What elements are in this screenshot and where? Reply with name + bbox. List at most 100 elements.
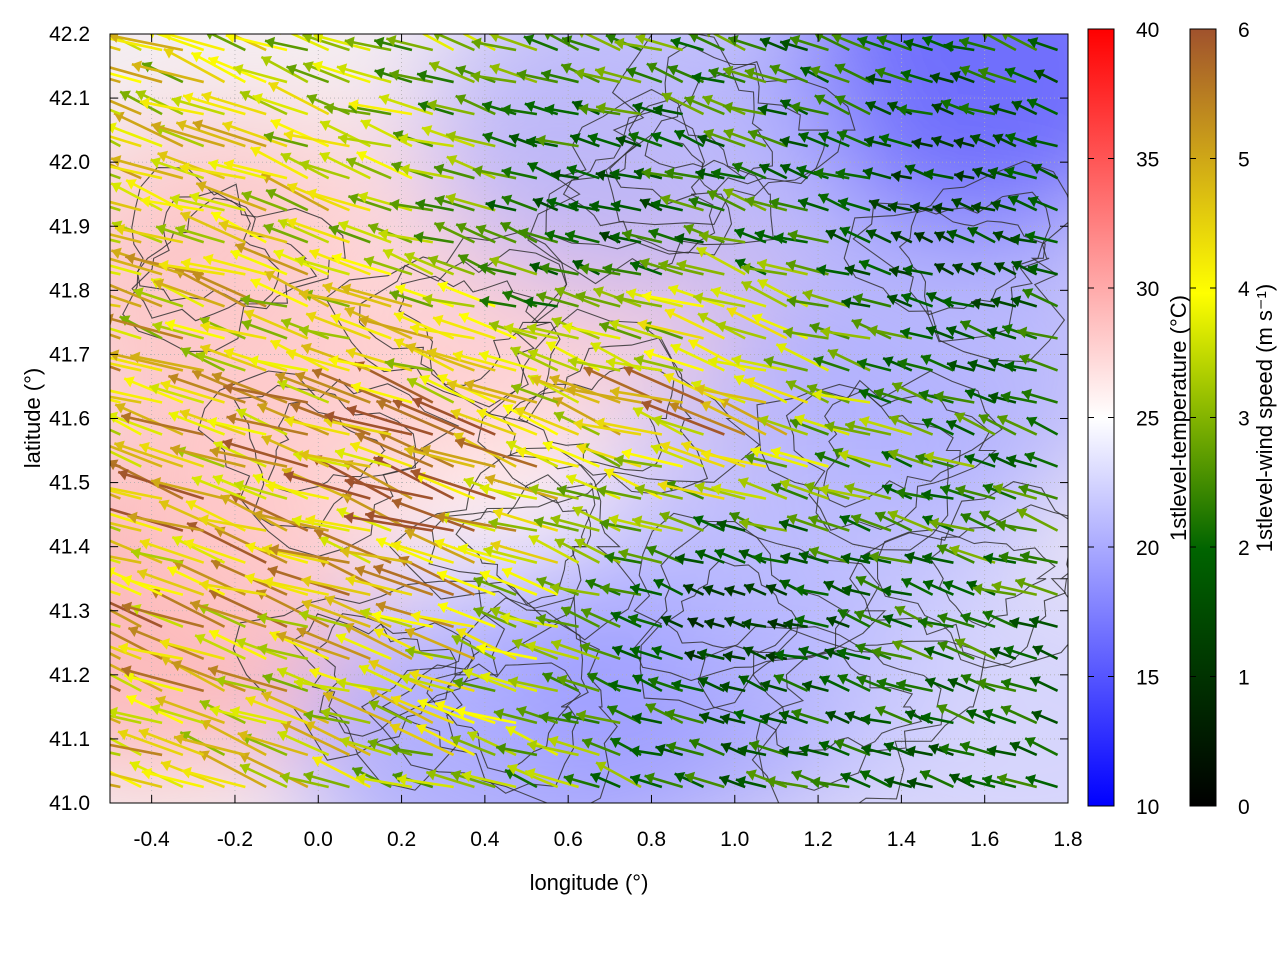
wind-vector-head xyxy=(1025,230,1036,243)
wind-vector xyxy=(234,242,309,276)
wind-vector xyxy=(986,326,1017,340)
wind-vector xyxy=(808,514,850,532)
wind-vector-head xyxy=(502,290,514,302)
wind-vector xyxy=(578,103,621,116)
wind-vector-head xyxy=(84,255,94,267)
wind-vector xyxy=(903,38,933,52)
wind-vector-head xyxy=(581,607,592,619)
wind-vector xyxy=(773,232,808,245)
wind-vector xyxy=(488,320,538,340)
wind-vector-shaft xyxy=(274,372,350,404)
wind-vector xyxy=(664,167,704,180)
wind-vector-shaft xyxy=(308,249,371,276)
wind-vector-shaft xyxy=(367,687,434,725)
wind-vector xyxy=(646,62,684,84)
wind-vector-shaft xyxy=(324,413,413,436)
wind-vector-head xyxy=(724,616,736,628)
wind-vector-head xyxy=(98,351,108,363)
wind-vector xyxy=(160,379,225,404)
wind-vector-head xyxy=(700,400,712,412)
wind-vector-head xyxy=(663,372,675,384)
wind-vector-head xyxy=(286,217,298,229)
wind-vector-head xyxy=(158,259,169,272)
wind-vector xyxy=(979,510,1017,532)
wind-vector-head xyxy=(813,355,824,367)
wind-vector-shaft xyxy=(286,219,350,244)
wind-vector-shaft xyxy=(110,413,163,436)
wind-vector-head xyxy=(924,451,935,464)
wind-vector xyxy=(789,34,829,52)
wind-vector-head xyxy=(124,376,135,388)
wind-vector xyxy=(741,618,767,630)
wind-vector-head xyxy=(894,605,906,617)
wind-vector xyxy=(982,610,1017,628)
y-axis-ticks: 41.041.141.241.341.441.541.641.741.841.9… xyxy=(49,23,1068,815)
wind-vector-head xyxy=(860,713,871,726)
wind-vector-head xyxy=(373,456,385,467)
wind-vector xyxy=(759,36,788,52)
wind-vector xyxy=(499,221,538,244)
wind-vector xyxy=(213,440,267,468)
wind-vector xyxy=(305,311,371,340)
wind-vector xyxy=(688,34,725,52)
wind-vector-head xyxy=(450,735,462,747)
contour-line xyxy=(477,308,761,504)
wind-vector-shaft xyxy=(192,121,267,148)
wind-vector xyxy=(171,95,225,116)
wind-vector-head xyxy=(967,359,978,371)
wind-vector xyxy=(432,314,496,340)
wind-vector-head xyxy=(417,698,429,710)
wind-vector-head xyxy=(763,355,774,368)
wind-vector-shaft xyxy=(110,539,163,564)
contour-line xyxy=(849,481,1068,668)
wind-vector-head xyxy=(965,388,976,400)
wind-vector xyxy=(150,477,225,500)
wind-vector xyxy=(179,211,246,244)
wind-vector xyxy=(110,743,163,757)
wind-vector-head xyxy=(319,151,331,163)
wind-vector xyxy=(117,469,205,500)
wind-vector-head xyxy=(857,358,868,370)
wind-vector xyxy=(375,537,434,564)
wind-vector xyxy=(882,356,913,372)
wind-vector xyxy=(598,321,642,340)
wind-vector-head xyxy=(118,642,129,655)
wind-vector xyxy=(445,130,496,148)
wind-vector-shaft xyxy=(110,205,121,212)
wind-vector xyxy=(302,34,350,52)
wind-vector xyxy=(881,585,913,598)
wind-vector-shaft xyxy=(110,257,163,276)
wind-vector-shaft xyxy=(378,231,434,244)
wind-vector-head xyxy=(47,310,58,321)
wind-vector-head xyxy=(915,452,926,465)
wind-vector-shaft xyxy=(210,211,267,244)
y-tick-label: 41.2 xyxy=(49,664,90,687)
wind-vector xyxy=(335,633,392,661)
wind-vector-shaft xyxy=(110,72,142,84)
wind-vector-head xyxy=(599,321,610,333)
wind-vector xyxy=(110,444,163,468)
wind-vector-shaft xyxy=(643,350,704,372)
wind-vector-head xyxy=(126,179,137,190)
wind-vector xyxy=(322,282,392,308)
wind-vector-head xyxy=(525,768,536,780)
contour-line xyxy=(290,613,476,755)
wind-vector-head xyxy=(224,347,235,359)
wind-vector xyxy=(970,201,996,214)
wind-vector xyxy=(549,582,600,597)
wind-vector-head xyxy=(562,322,573,334)
wind-vector xyxy=(651,415,704,436)
wind-vector xyxy=(947,677,975,693)
wind-vector-head xyxy=(335,447,346,460)
wind-vector xyxy=(661,92,705,116)
wind-vector-head xyxy=(283,129,294,142)
wind-vector-head xyxy=(398,133,409,145)
wind-vector-head xyxy=(579,34,584,39)
wind-vector-shaft xyxy=(110,444,163,468)
wind-vector xyxy=(1027,263,1058,276)
wind-vector xyxy=(933,262,955,276)
wind-vector xyxy=(809,65,850,84)
wind-vector xyxy=(451,634,496,660)
wind-vector xyxy=(887,448,934,468)
wind-vector-head xyxy=(447,379,458,392)
